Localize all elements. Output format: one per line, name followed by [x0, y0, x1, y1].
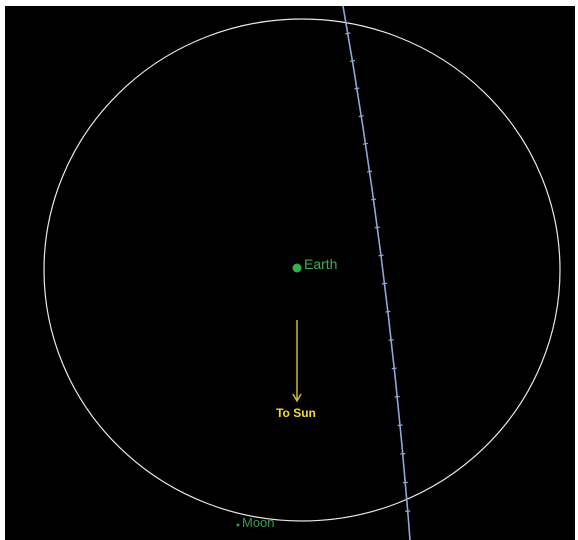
trajectory-tick [354, 87, 360, 90]
moon-orbit-circle [43, 18, 561, 522]
trajectory-tick [349, 59, 355, 62]
trajectory-tick [362, 142, 369, 145]
sun-direction-label: To Sun [276, 406, 316, 420]
down-arrow-icon [292, 320, 302, 403]
trajectory-tick [366, 170, 373, 173]
trajectory-tick-marks [345, 32, 411, 512]
trajectory-tick [378, 254, 384, 257]
moon-icon [236, 523, 240, 527]
diagram-canvas: Earth To Sun Moon [5, 6, 575, 540]
earth-label: Earth [304, 256, 337, 272]
trajectory-line [342, 6, 411, 540]
trajectory-tick [388, 339, 394, 341]
trajectory-tick [381, 282, 388, 285]
trajectory-tick [358, 115, 364, 118]
orbit-diagram: Earth To Sun Moon [43, 6, 561, 540]
trajectory-tick [345, 32, 351, 35]
trajectory-tick [370, 198, 377, 201]
trajectory-tick [394, 395, 400, 398]
moon-label: Moon [242, 515, 275, 530]
trajectory-tick [374, 226, 380, 229]
earth-icon [292, 263, 302, 273]
trajectory-tick [385, 310, 391, 313]
trajectory-tick [391, 367, 397, 370]
